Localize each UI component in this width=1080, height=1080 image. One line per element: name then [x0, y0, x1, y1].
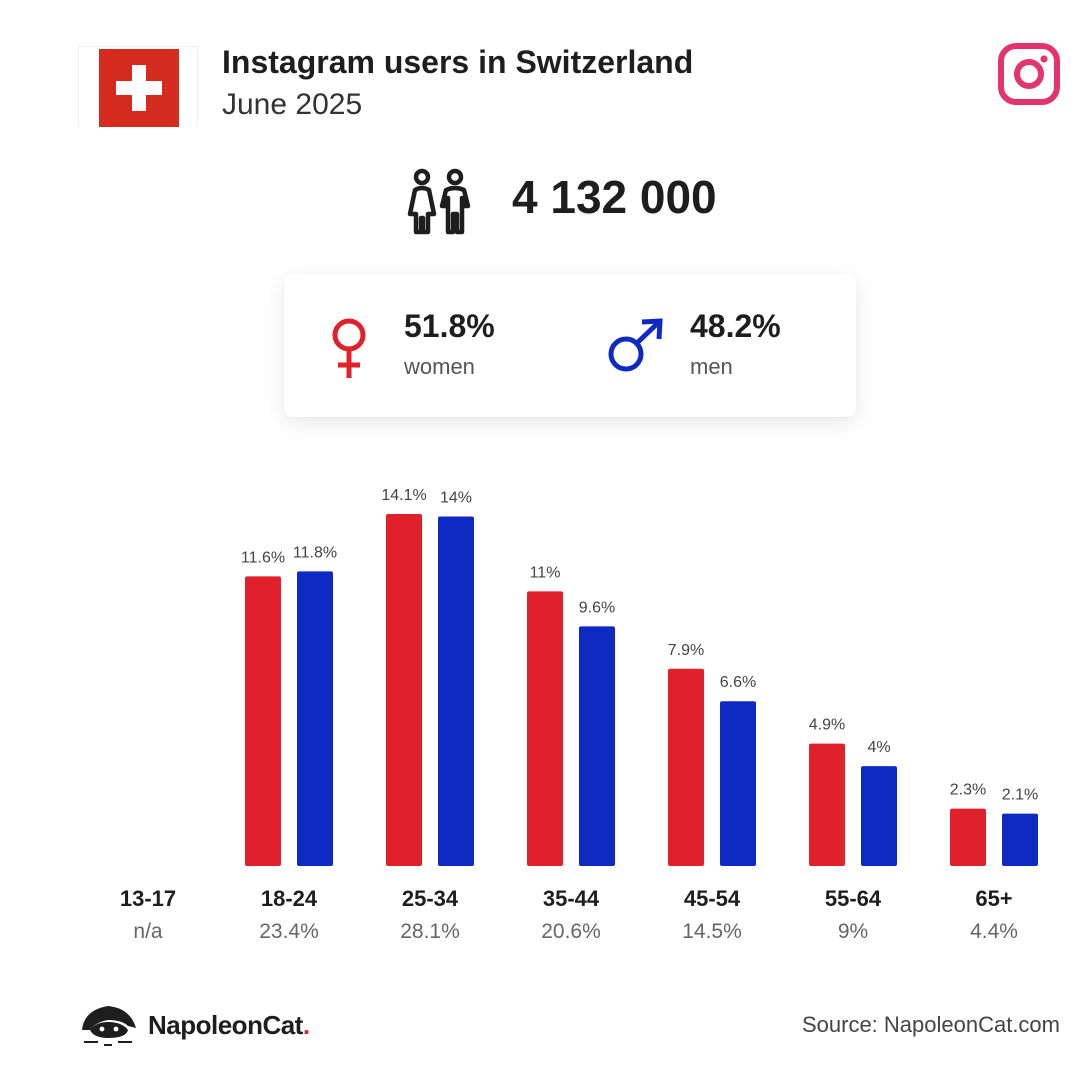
men-label: men	[690, 354, 733, 379]
category-label-25-34: 25-34	[402, 886, 459, 911]
data-label-women-45-54: 7.9%	[668, 642, 704, 659]
bar-men-18-24	[297, 571, 333, 866]
bar-women-45-54	[668, 668, 704, 866]
mars-icon	[608, 318, 663, 372]
total-users: 4 132 000	[512, 171, 717, 223]
category-label-18-24: 18-24	[261, 886, 318, 911]
bar-women-25-34	[386, 514, 422, 866]
men-percentage: 48.2%	[690, 308, 781, 344]
brand-dot: .	[302, 1010, 310, 1040]
category-total-45-54: 14.5%	[682, 920, 742, 943]
category-total-55-64: 9%	[838, 920, 868, 943]
category-label-45-54: 45-54	[684, 886, 741, 911]
bar-men-65+	[1002, 813, 1038, 866]
data-label-men-35-44: 9.6%	[579, 599, 615, 616]
source-credit: Source: NapoleonCat.com	[801, 1012, 1060, 1037]
category-total-25-34: 28.1%	[400, 920, 460, 943]
women-label: women	[404, 354, 475, 379]
data-label-women-65+: 2.3%	[950, 782, 986, 799]
category-label-65+: 65+	[975, 886, 1012, 911]
country-flag	[78, 46, 198, 127]
bar-men-35-44	[579, 626, 615, 866]
data-label-men-18-24: 11.8%	[293, 544, 337, 561]
category-total-65+: 4.4%	[970, 920, 1018, 943]
bar-women-35-44	[527, 591, 563, 866]
data-label-men-55-64: 4%	[867, 739, 890, 756]
bar-men-45-54	[720, 701, 756, 866]
gender-split-card: 51.8% women 48.2% men	[284, 274, 856, 417]
data-label-men-45-54: 6.6%	[720, 674, 756, 691]
instagram-icon	[998, 43, 1060, 105]
napoleoncat-logo-icon	[82, 1006, 136, 1046]
category-total-35-44: 20.6%	[541, 920, 601, 943]
category-label-35-44: 35-44	[543, 886, 600, 911]
category-total-13-17: n/a	[133, 920, 163, 943]
venus-icon	[332, 318, 366, 378]
category-total-18-24: 23.4%	[259, 920, 319, 943]
bar-men-25-34	[438, 516, 474, 866]
data-label-women-25-34: 14.1%	[381, 487, 426, 504]
brand-name: NapoleonCat.	[148, 1010, 310, 1041]
data-label-men-65+: 2.1%	[1002, 787, 1038, 804]
category-label-13-17: 13-17	[120, 886, 176, 911]
page-subtitle: June 2025	[222, 88, 363, 121]
bar-women-65+	[950, 808, 986, 866]
bar-women-55-64	[809, 743, 845, 866]
bar-men-55-64	[861, 766, 897, 866]
data-label-men-25-34: 14%	[440, 489, 472, 506]
people-icon	[407, 168, 471, 235]
bar-women-18-24	[245, 576, 281, 866]
data-label-women-55-64: 4.9%	[809, 717, 845, 734]
category-label-55-64: 55-64	[825, 886, 882, 911]
switzerland-flag-icon	[99, 49, 179, 127]
brand-text: NapoleonCat	[148, 1010, 303, 1040]
data-label-women-18-24: 11.6%	[241, 549, 285, 566]
data-label-women-35-44: 11%	[530, 564, 561, 581]
women-percentage: 51.8%	[404, 308, 495, 344]
page-title: Instagram users in Switzerland	[222, 44, 694, 80]
